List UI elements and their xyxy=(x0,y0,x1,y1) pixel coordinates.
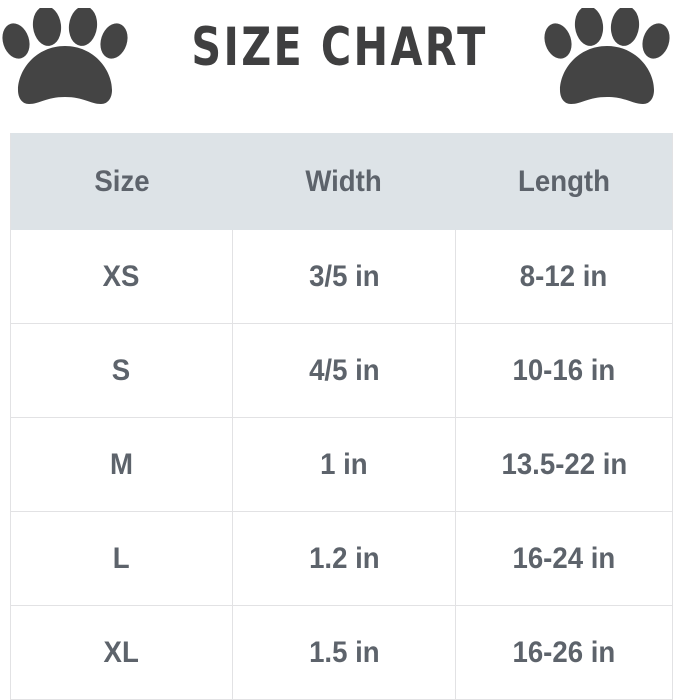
size-chart-table: Size Width Length XS 3/5 in 8-12 in S 4/… xyxy=(10,133,673,700)
column-header-length-label: Length xyxy=(517,164,610,198)
table-row: L 1.2 in 16-24 in xyxy=(10,511,673,606)
cell-width: 1.5 in xyxy=(232,605,456,700)
cell-length-value: 16-24 in xyxy=(512,541,616,575)
page-title: SIZE CHART xyxy=(191,17,488,78)
cell-size: S xyxy=(10,323,233,418)
table-row: XL 1.5 in 16-26 in xyxy=(10,605,673,700)
cell-width-value: 1 in xyxy=(320,447,368,481)
cell-length: 16-26 in xyxy=(455,605,673,700)
column-header-size-label: Size xyxy=(94,164,150,198)
cell-size-value: L xyxy=(113,541,130,575)
cell-length: 8-12 in xyxy=(455,230,673,324)
table-row: S 4/5 in 10-16 in xyxy=(10,323,673,418)
cell-size: XS xyxy=(10,230,233,324)
column-header-width: Width xyxy=(232,133,456,230)
cell-length: 10-16 in xyxy=(455,323,673,418)
table-body: XS 3/5 in 8-12 in S 4/5 in 10-16 in M 1 … xyxy=(10,230,673,700)
cell-width: 4/5 in xyxy=(232,323,456,418)
cell-length: 13.5-22 in xyxy=(455,417,673,512)
paw-print-icon-right xyxy=(544,8,679,113)
column-header-size: Size xyxy=(10,133,233,230)
cell-size-value: XS xyxy=(103,259,140,293)
cell-width: 3/5 in xyxy=(232,230,456,324)
cell-size: L xyxy=(10,511,233,606)
cell-length-value: 16-26 in xyxy=(512,635,616,669)
cell-width-value: 1.5 in xyxy=(308,635,380,669)
cell-length-value: 13.5-22 in xyxy=(501,447,627,481)
cell-width-value: 4/5 in xyxy=(308,353,380,387)
cell-length: 16-24 in xyxy=(455,511,673,606)
header-band: SIZE CHART xyxy=(0,0,679,130)
column-header-width-label: Width xyxy=(305,164,383,198)
column-header-length: Length xyxy=(455,133,673,230)
cell-size-value: M xyxy=(110,447,133,481)
table-row: XS 3/5 in 8-12 in xyxy=(10,230,673,324)
cell-size: XL xyxy=(10,605,233,700)
cell-length-value: 10-16 in xyxy=(512,353,616,387)
cell-size-value: S xyxy=(112,353,131,387)
cell-size: M xyxy=(10,417,233,512)
table-header-row: Size Width Length xyxy=(10,133,673,230)
paw-print-icon-left xyxy=(2,8,137,113)
cell-length-value: 8-12 in xyxy=(520,259,608,293)
cell-width: 1.2 in xyxy=(232,511,456,606)
table-row: M 1 in 13.5-22 in xyxy=(10,417,673,512)
table-header: Size Width Length xyxy=(10,133,673,230)
cell-width-value: 3/5 in xyxy=(308,259,380,293)
cell-size-value: XL xyxy=(103,635,140,669)
cell-width-value: 1.2 in xyxy=(308,541,380,575)
cell-width: 1 in xyxy=(232,417,456,512)
